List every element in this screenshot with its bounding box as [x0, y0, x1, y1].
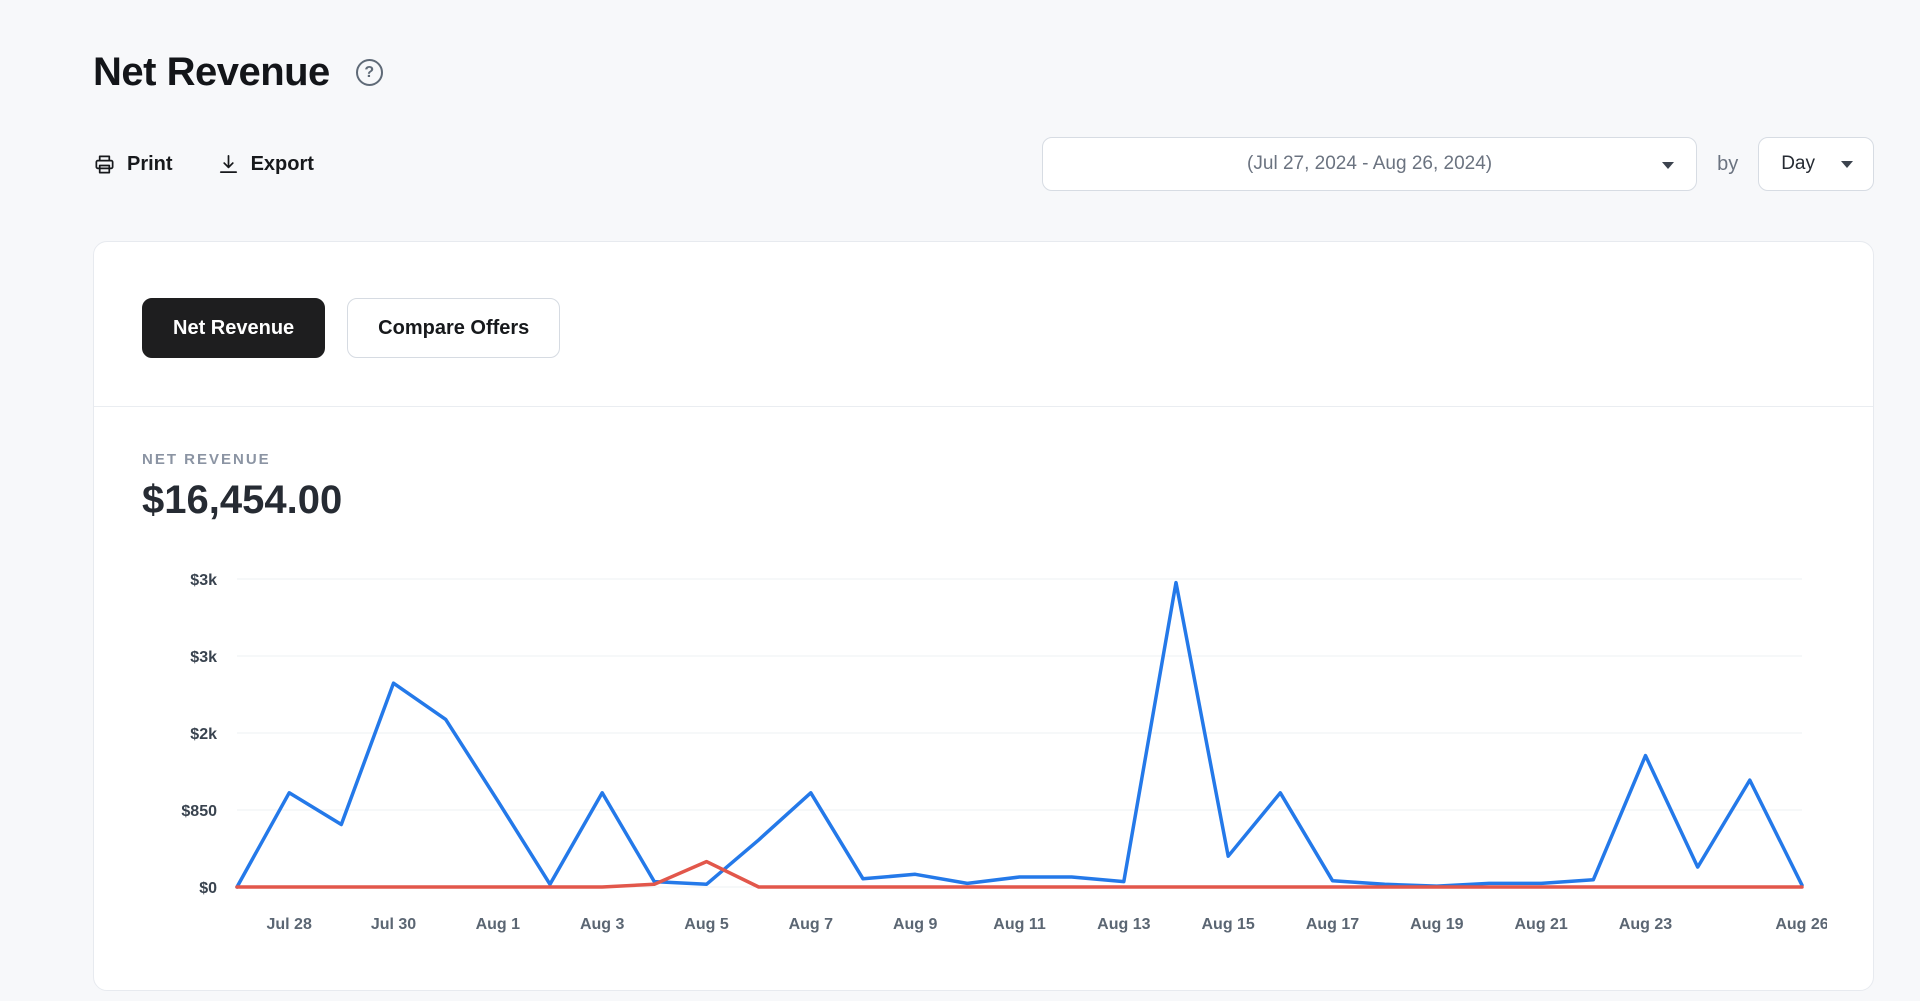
- date-range-select[interactable]: (Jul 27, 2024 - Aug 26, 2024): [1042, 137, 1698, 191]
- x-axis-tick-label: Aug 1: [476, 916, 521, 933]
- print-button[interactable]: Print: [93, 153, 173, 176]
- divider: [94, 406, 1873, 407]
- granularity-value: Day: [1781, 153, 1815, 174]
- help-icon[interactable]: ?: [355, 59, 383, 86]
- x-axis-tick-label: Jul 30: [371, 916, 416, 933]
- export-label: Export: [250, 152, 314, 175]
- x-axis-tick-label: Aug 17: [1306, 916, 1359, 933]
- x-axis-tick-label: Aug 9: [893, 916, 938, 933]
- x-axis-tick-label: Aug 7: [789, 916, 834, 933]
- secondary-line: [235, 859, 1804, 889]
- x-axis-tick-label: Aug 21: [1514, 916, 1567, 933]
- granularity-select[interactable]: Day: [1758, 137, 1874, 191]
- print-label: Print: [127, 152, 173, 175]
- chevron-down-icon: [1841, 160, 1853, 168]
- metric-value: $16,454.00: [142, 478, 343, 522]
- x-axis-tick-label: Aug 11: [993, 916, 1046, 933]
- x-axis-tick-label: Jul 28: [266, 916, 311, 933]
- date-range-value: (Jul 27, 2024 - Aug 26, 2024): [1247, 153, 1493, 174]
- x-axis-tick-label: Aug 13: [1097, 916, 1150, 933]
- x-axis-tick-label: Aug 26: [1775, 916, 1827, 933]
- x-axis-tick-label: Aug 19: [1410, 916, 1463, 933]
- net-revenue-line: [235, 580, 1804, 889]
- toolbar-filters: (Jul 27, 2024 - Aug 26, 2024) by Day: [1042, 137, 1874, 191]
- chart-card: Net Revenue Compare Offers NET REVENUE $…: [93, 241, 1874, 991]
- metric-block: NET REVENUE $16,454.00: [142, 451, 1825, 523]
- y-axis-tick-label: $3k: [190, 572, 217, 589]
- page-header: Net Revenue ?: [93, 50, 1874, 95]
- print-icon: [93, 153, 116, 176]
- y-axis-tick-label: $850: [181, 803, 217, 820]
- x-axis-tick-label: Aug 15: [1201, 916, 1254, 933]
- toolbar-actions: Print Export: [93, 153, 314, 176]
- y-axis-tick-label: $2k: [190, 726, 217, 743]
- page-title: Net Revenue: [93, 50, 330, 94]
- chart-area: $0 $850 $2k $3k $3k Jul 28 Jul 30 Aug 1 Aug 3 Aug…: [142, 559, 1827, 954]
- toolbar: Print Export (Jul 27, 2024 - Aug 26, 202…: [93, 137, 1874, 191]
- y-axis-tick-label: $0: [199, 880, 217, 897]
- net-revenue-chart[interactable]: $0 $850 $2k $3k $3k Jul 28 Jul 30 Aug 1 Aug 3 Aug…: [142, 559, 1827, 954]
- tab-compare-offers[interactable]: Compare Offers: [347, 298, 561, 358]
- x-axis-tick-label: Aug 5: [684, 916, 729, 933]
- by-label: by: [1717, 152, 1739, 175]
- chevron-down-icon: [1662, 162, 1675, 169]
- x-axis-tick-label: Aug 3: [580, 916, 625, 933]
- tab-net-revenue[interactable]: Net Revenue: [142, 298, 326, 358]
- download-icon: [217, 153, 240, 176]
- export-button[interactable]: Export: [217, 153, 314, 176]
- metric-label: NET REVENUE: [142, 451, 271, 468]
- y-axis-tick-label: $3k: [190, 649, 217, 666]
- x-axis-tick-label: Aug 23: [1619, 916, 1672, 933]
- chart-tabs: Net Revenue Compare Offers: [142, 298, 1825, 358]
